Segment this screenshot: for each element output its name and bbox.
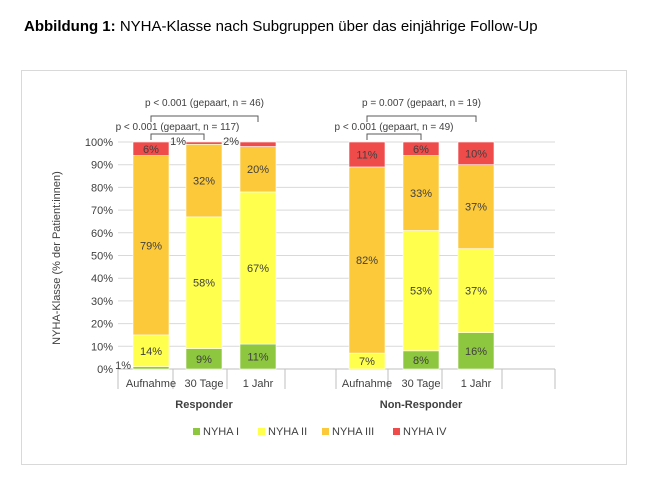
x-tick-label: 30 Tage bbox=[402, 378, 441, 390]
data-label: 33% bbox=[410, 188, 432, 200]
legend-label: NYHA III bbox=[332, 426, 374, 438]
bar-segment bbox=[185, 141, 223, 145]
bar-segment bbox=[402, 141, 440, 156]
data-label: 6% bbox=[143, 144, 159, 156]
bar-segment bbox=[402, 230, 440, 352]
y-tick-label: 90% bbox=[91, 160, 113, 172]
chart-frame bbox=[21, 70, 627, 465]
bar-segment bbox=[239, 141, 277, 147]
data-label: 14% bbox=[140, 346, 162, 358]
significance-label: p < 0.001 (gepaart, n = 117) bbox=[116, 122, 240, 133]
bar-segment bbox=[239, 343, 277, 370]
data-label: 11% bbox=[356, 149, 377, 161]
data-label: 6% bbox=[413, 144, 429, 156]
data-label: 20% bbox=[247, 164, 269, 176]
data-label: 32% bbox=[193, 176, 215, 188]
figure-caption-label: Abbildung 1: bbox=[24, 18, 116, 35]
y-tick-label: 50% bbox=[91, 251, 113, 263]
bar-segment bbox=[348, 141, 386, 168]
data-label: 58% bbox=[193, 278, 215, 290]
significance-bracket bbox=[150, 115, 259, 122]
y-tick-label: 40% bbox=[91, 273, 113, 285]
bar-segment bbox=[132, 141, 170, 156]
x-tick-label: Aufnahme bbox=[342, 378, 392, 390]
data-label: 79% bbox=[140, 240, 162, 252]
significance-bracket bbox=[366, 133, 422, 140]
bar-segment bbox=[402, 155, 440, 231]
y-tick-label: 0% bbox=[97, 364, 113, 376]
group-label: Responder bbox=[175, 399, 233, 411]
data-label: 7% bbox=[359, 356, 375, 368]
bar-segment bbox=[132, 366, 170, 370]
x-tick-label: 30 Tage bbox=[185, 378, 224, 390]
data-label: 2% bbox=[223, 136, 239, 148]
figure-caption: Abbildung 1: NYHA-Klasse nach Subgruppen… bbox=[24, 18, 538, 35]
y-tick-label: 60% bbox=[91, 228, 113, 240]
legend-swatch bbox=[393, 428, 400, 435]
legend-label: NYHA I bbox=[203, 426, 239, 438]
y-tick-label: 70% bbox=[91, 205, 113, 217]
significance-label: p < 0.001 (gepaart, n = 46) bbox=[145, 98, 264, 109]
data-label: 82% bbox=[356, 255, 378, 267]
significance-label: p < 0.001 (gepaart, n = 49) bbox=[335, 122, 454, 133]
significance-bracket bbox=[150, 133, 205, 140]
data-label: 67% bbox=[247, 263, 269, 275]
bar-segment bbox=[132, 155, 170, 336]
bar-segment bbox=[348, 166, 386, 354]
data-label: 16% bbox=[465, 346, 487, 358]
data-label: 11% bbox=[247, 352, 268, 364]
y-tick-label: 30% bbox=[91, 296, 113, 308]
bar-segment bbox=[457, 141, 495, 166]
figure-caption-text: NYHA-Klasse nach Subgruppen über das ein… bbox=[115, 18, 538, 35]
y-tick-label: 80% bbox=[91, 182, 113, 194]
bar-segment bbox=[239, 146, 277, 193]
data-label: 10% bbox=[465, 148, 487, 160]
legend-swatch bbox=[258, 428, 265, 435]
significance-bracket bbox=[366, 115, 477, 122]
y-tick-label: 100% bbox=[85, 137, 113, 149]
data-label: 9% bbox=[196, 354, 212, 366]
significance-label: p = 0.007 (gepaart, n = 19) bbox=[362, 98, 481, 109]
bar-segment bbox=[239, 191, 277, 345]
data-label: 53% bbox=[410, 286, 432, 298]
bar-segment bbox=[132, 334, 170, 368]
data-label: 8% bbox=[413, 355, 429, 367]
bar-segment bbox=[457, 164, 495, 249]
data-label: 37% bbox=[465, 202, 487, 214]
y-tick-label: 20% bbox=[91, 319, 113, 331]
data-label: 1% bbox=[170, 136, 186, 148]
legend-swatch bbox=[193, 428, 200, 435]
bar-segment bbox=[185, 216, 223, 349]
legend-label: NYHA IV bbox=[403, 426, 447, 438]
y-tick-label: 10% bbox=[91, 341, 113, 353]
x-tick-label: Aufnahme bbox=[126, 378, 176, 390]
bar-segment bbox=[457, 332, 495, 370]
group-label: Non-Responder bbox=[380, 399, 463, 411]
bar-segment bbox=[457, 248, 495, 333]
legend-label: NYHA II bbox=[268, 426, 307, 438]
legend-swatch bbox=[322, 428, 329, 435]
data-label: 37% bbox=[465, 286, 487, 298]
data-label: 1% bbox=[115, 360, 131, 372]
x-tick-label: 1 Jahr bbox=[243, 378, 274, 390]
y-axis-label: NYHA-Klasse (% der Patient:innen) bbox=[51, 171, 63, 345]
x-tick-label: 1 Jahr bbox=[461, 378, 492, 390]
